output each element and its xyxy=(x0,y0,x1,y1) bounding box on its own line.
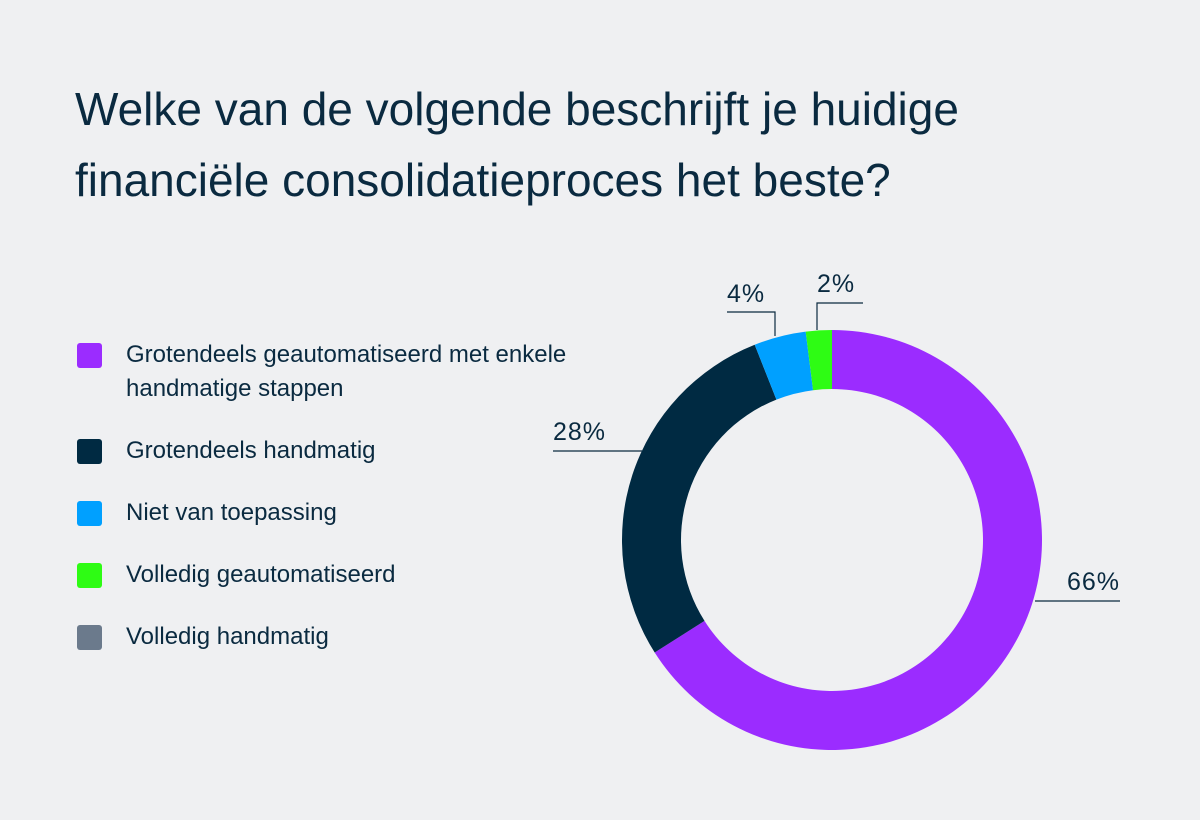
data-label: 2% xyxy=(817,270,855,298)
legend-swatch xyxy=(77,501,102,526)
donut-slice xyxy=(654,330,1042,751)
legend-item: Volledig geautomatiseerd xyxy=(77,558,597,592)
data-label: 28% xyxy=(553,418,606,446)
legend-swatch xyxy=(77,625,102,650)
data-label: 4% xyxy=(727,280,765,308)
donut-slice xyxy=(805,330,832,391)
legend-swatch xyxy=(77,343,102,368)
legend-item: Grotendeels handmatig xyxy=(77,434,597,468)
legend-label: Volledig handmatig xyxy=(126,623,329,650)
leader-line xyxy=(727,311,776,336)
legend-swatch xyxy=(77,439,102,464)
donut-slice xyxy=(622,344,777,653)
legend-swatch xyxy=(77,563,102,588)
legend-label: Grotendeels geautomatiseerd met enkele h… xyxy=(126,341,567,402)
legend-label: Grotendeels handmatig xyxy=(126,437,376,464)
legend-item: Grotendeels geautomatiseerd met enkele h… xyxy=(77,338,597,406)
legend-item: Niet van toepassing xyxy=(77,496,597,530)
donut-slice xyxy=(754,331,814,400)
legend-label: Volledig geautomatiseerd xyxy=(126,561,396,588)
legend-label: Niet van toepassing xyxy=(126,499,337,526)
leader-line xyxy=(816,302,863,330)
data-label: 66% xyxy=(1067,568,1120,596)
legend: Grotendeels geautomatiseerd met enkele h… xyxy=(77,338,597,682)
chart-title: Welke van de volgende beschrijft je huid… xyxy=(75,83,959,206)
legend-item: Volledig handmatig xyxy=(77,620,597,654)
